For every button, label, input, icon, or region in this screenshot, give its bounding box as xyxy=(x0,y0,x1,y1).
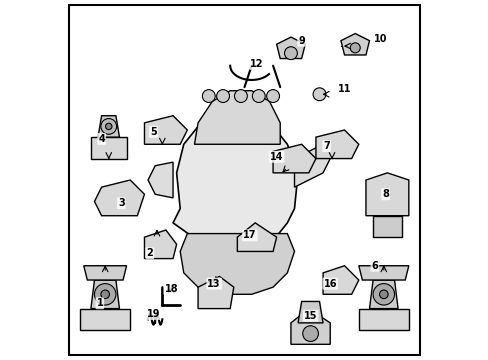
Polygon shape xyxy=(148,162,173,198)
Circle shape xyxy=(101,118,116,134)
Text: 4: 4 xyxy=(98,134,105,144)
Polygon shape xyxy=(91,280,119,309)
Polygon shape xyxy=(173,116,298,251)
Text: 12: 12 xyxy=(250,59,263,69)
Polygon shape xyxy=(276,37,305,59)
Circle shape xyxy=(312,88,325,101)
Polygon shape xyxy=(315,130,358,158)
Text: 16: 16 xyxy=(323,279,336,289)
Circle shape xyxy=(266,90,279,103)
Polygon shape xyxy=(198,276,233,309)
Circle shape xyxy=(252,90,264,103)
Text: 8: 8 xyxy=(382,189,388,199)
Polygon shape xyxy=(294,144,329,187)
Polygon shape xyxy=(80,309,130,330)
Circle shape xyxy=(105,123,112,130)
Circle shape xyxy=(349,43,360,53)
Text: 9: 9 xyxy=(298,36,305,46)
Polygon shape xyxy=(323,266,358,294)
Polygon shape xyxy=(194,91,280,144)
Text: 19: 19 xyxy=(146,309,160,319)
Polygon shape xyxy=(94,180,144,216)
Polygon shape xyxy=(83,266,126,280)
Text: 18: 18 xyxy=(164,284,178,294)
Polygon shape xyxy=(358,309,408,330)
Polygon shape xyxy=(369,280,397,309)
Text: 2: 2 xyxy=(146,248,153,258)
Polygon shape xyxy=(272,144,315,173)
Circle shape xyxy=(234,90,247,103)
Polygon shape xyxy=(144,230,176,258)
Circle shape xyxy=(302,326,318,342)
Polygon shape xyxy=(237,223,276,251)
Text: 7: 7 xyxy=(323,141,329,151)
Circle shape xyxy=(101,290,109,298)
Text: 10: 10 xyxy=(373,34,386,44)
Text: 3: 3 xyxy=(118,198,124,208)
Polygon shape xyxy=(180,234,294,294)
Polygon shape xyxy=(98,116,119,137)
Text: 5: 5 xyxy=(150,127,157,137)
Text: 11: 11 xyxy=(337,84,350,94)
Polygon shape xyxy=(358,266,408,280)
Polygon shape xyxy=(365,173,408,216)
FancyBboxPatch shape xyxy=(69,5,419,355)
Text: 14: 14 xyxy=(269,152,283,162)
Text: 13: 13 xyxy=(207,279,221,289)
Circle shape xyxy=(216,90,229,103)
Polygon shape xyxy=(298,301,323,323)
Polygon shape xyxy=(372,216,401,237)
Circle shape xyxy=(94,284,116,305)
Polygon shape xyxy=(290,309,329,344)
Text: 17: 17 xyxy=(243,230,256,240)
Text: 1: 1 xyxy=(96,298,103,308)
Polygon shape xyxy=(340,33,369,55)
Circle shape xyxy=(284,47,297,60)
Circle shape xyxy=(202,90,215,103)
Circle shape xyxy=(372,284,394,305)
Polygon shape xyxy=(91,137,126,158)
Polygon shape xyxy=(144,116,187,144)
Text: 15: 15 xyxy=(303,311,317,321)
Text: 6: 6 xyxy=(371,261,378,271)
Circle shape xyxy=(379,290,387,298)
